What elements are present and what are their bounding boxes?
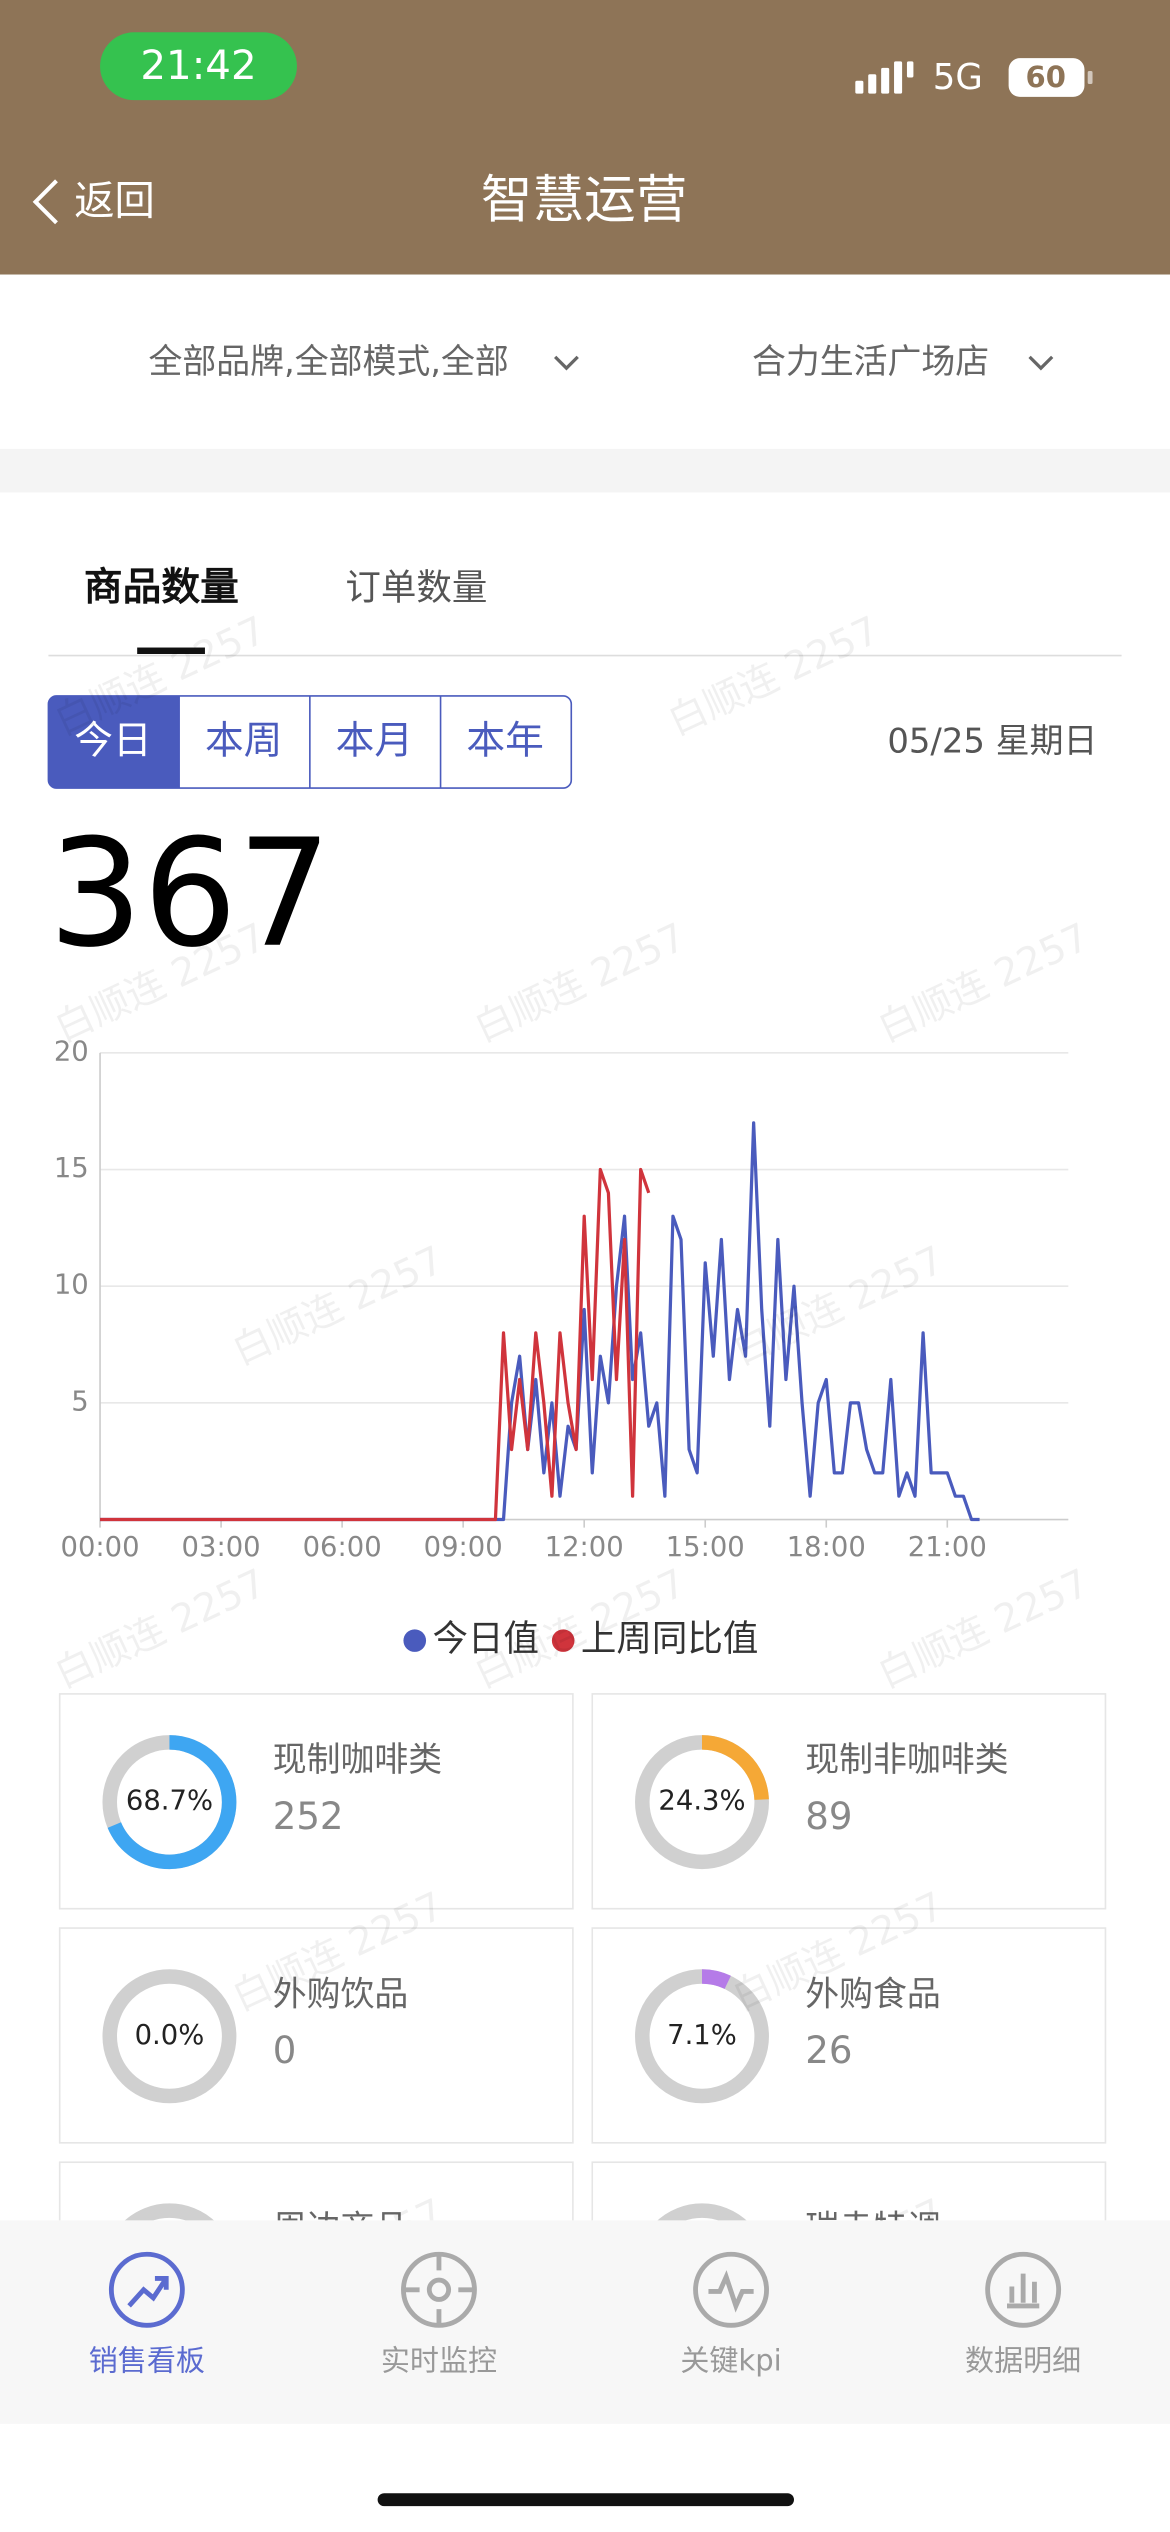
battery-level: 60	[1026, 60, 1066, 94]
card-value: 252	[273, 1795, 344, 1838]
watermark: 白顺连 2257	[468, 915, 693, 1052]
legend-label: 上周同比值	[581, 1619, 758, 1660]
chevron	[1028, 355, 1054, 371]
donut-label: 68.7%	[126, 1786, 213, 1817]
nav-tab[interactable]: 关键kpi	[680, 2343, 781, 2377]
watermark: 白顺连 2257	[661, 608, 886, 745]
battery-tip	[1087, 71, 1093, 84]
card-value: 89	[805, 1795, 852, 1838]
y-tick-label: 5	[71, 1386, 88, 1417]
card-value: 0	[273, 2029, 297, 2072]
filter-brand[interactable]: 全部品牌,全部模式,全部	[148, 342, 508, 381]
donut-track	[102, 1969, 237, 2104]
card-value: 26	[805, 2029, 852, 2072]
time-pill	[100, 32, 297, 101]
date: 05/25 星期日	[887, 721, 1097, 760]
back-icon[interactable]	[32, 179, 58, 225]
divider-band	[0, 448, 1170, 493]
donut-arc	[635, 1735, 769, 1870]
period-button[interactable]: 本年	[466, 718, 543, 763]
y-tick-label: 20	[54, 1036, 89, 1067]
x-tick-label: 18:00	[787, 1532, 866, 1563]
donut-arc	[102, 1735, 237, 1870]
tab-active[interactable]: 商品数量	[84, 565, 239, 610]
card	[58, 1693, 574, 1910]
legend-label: 今日值	[432, 1619, 538, 1660]
nav-tab-active[interactable]: 销售看板	[89, 2343, 205, 2377]
card-name: 现制咖啡类	[273, 1740, 442, 1779]
bottom-nav-bg	[0, 2220, 1170, 2424]
x-tick-label: 12:00	[545, 1532, 624, 1563]
card-name: 外购饮品	[273, 1974, 409, 2013]
y-tick-label: 10	[54, 1270, 89, 1301]
status-time: 21:42	[140, 42, 256, 89]
period-button[interactable]: 本月	[336, 718, 413, 763]
series-line	[100, 1167, 651, 1522]
card	[591, 1693, 1107, 1910]
y-tick-label: 15	[54, 1153, 89, 1184]
series-line	[100, 1121, 980, 1522]
page-title: 智慧运营	[481, 170, 687, 230]
donut-label: 7.1%	[667, 2020, 737, 2051]
nav-icons	[108, 2251, 1062, 2328]
back-button[interactable]: 返回	[74, 177, 155, 224]
legend: 今日值 上周同比值	[403, 1619, 758, 1660]
x-tick-label: 00:00	[61, 1532, 140, 1563]
signal-icon	[855, 61, 914, 94]
watermark: 白顺连 2257	[871, 915, 1096, 1052]
line-chart: 5 10 15 20 00:00 03:00 06:00 09:00 12:00 15:00 18:…	[54, 1036, 1069, 1563]
total: 367	[48, 808, 331, 981]
legend-swatch	[403, 1629, 427, 1652]
period-active-bg	[48, 695, 180, 789]
watermark: 白顺连 2257	[48, 1561, 273, 1698]
donut-arc	[635, 1969, 769, 2104]
x-tick-label: 15:00	[666, 1532, 745, 1563]
period-button[interactable]: 今日	[74, 718, 151, 763]
legend-swatch	[551, 1629, 575, 1652]
x-tick-label: 09:00	[424, 1532, 503, 1563]
chevron	[554, 355, 579, 371]
home-indicator	[377, 2493, 794, 2507]
watermark: 白顺连 2257	[226, 1238, 451, 1375]
card-name: 外购食品	[805, 1974, 941, 2013]
x-tick-label: 06:00	[303, 1532, 382, 1563]
watermark: 白顺连 2257	[871, 1561, 1096, 1698]
x-tick-label: 21:00	[908, 1532, 987, 1563]
nav-tab[interactable]: 数据明细	[965, 2343, 1081, 2377]
filter-store[interactable]: 合力生活广场店	[752, 342, 989, 381]
nav-tab[interactable]: 实时监控	[381, 2343, 497, 2377]
tab[interactable]: 订单数量	[345, 567, 487, 608]
donut-label: 24.3%	[658, 1786, 745, 1817]
status-network: 5G	[933, 57, 983, 98]
donut-label: 0.0%	[135, 2020, 205, 2051]
card	[58, 1927, 574, 2144]
x-tick-label: 03:00	[182, 1532, 261, 1563]
tab-indicator	[137, 647, 205, 654]
battery	[1008, 58, 1085, 97]
card-name: 现制非咖啡类	[805, 1740, 1008, 1779]
card	[591, 1927, 1107, 2144]
period-button[interactable]: 本周	[205, 718, 282, 763]
